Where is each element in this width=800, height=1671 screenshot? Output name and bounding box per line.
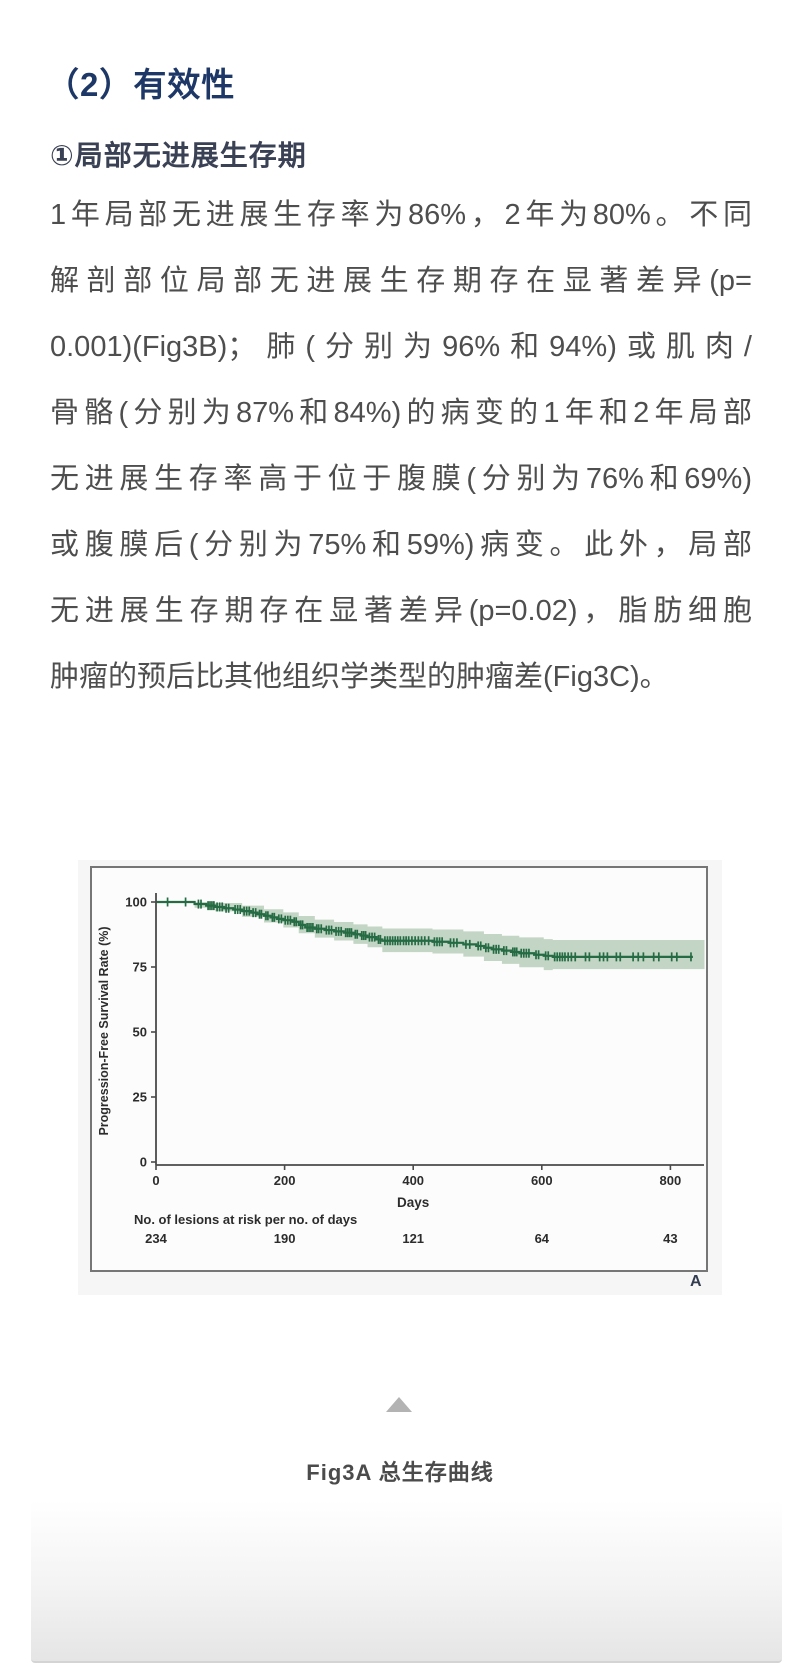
body-line: 或腹膜后(分别为75%和59%)病变。此外，局部	[50, 529, 752, 561]
risk-count: 190	[274, 1231, 296, 1246]
subsection-title: ①局部无进展生存期	[50, 140, 307, 171]
risk-count: 43	[663, 1231, 677, 1246]
body-paragraph: 1年局部无进展生存率为86%，2年为80%。不同 解剖部位局部无进展生存期存在显著…	[50, 182, 752, 710]
km-survival-chart: 0 25 50 75 100 0 200 400 600 800 Days Progression-F…	[97, 893, 705, 1246]
body-line: 骨骼(分别为87%和84%)的病变的1年和2年局部	[50, 397, 752, 429]
risk-table-header: No. of lesions at risk per no. of days	[134, 1212, 357, 1227]
body-line: 无进展生存期存在显著差异(p=0.02)，脂肪细胞	[50, 595, 752, 627]
collapse-arrow-up-icon[interactable]	[386, 1397, 412, 1412]
next-section-card-fade[interactable]	[31, 1500, 782, 1663]
x-axis-title: Days	[397, 1195, 429, 1210]
body-line: 肿瘤的预后比其他组织学类型的肿瘤差(Fig3C)。	[50, 661, 669, 693]
x-tick-label: 400	[402, 1173, 424, 1188]
x-tick-label: 600	[531, 1173, 553, 1188]
body-line: 无进展生存率高于位于腹膜(分别为76%和69%)	[50, 463, 752, 495]
y-axis-title: Progression-Free Survival Rate (%)	[97, 926, 111, 1135]
x-tick-label: 800	[660, 1173, 682, 1188]
panel-letter-label: A	[690, 1273, 702, 1290]
y-tick-label: 0	[140, 1155, 147, 1170]
body-line: 1年局部无进展生存率为86%，2年为80%。不同	[50, 199, 752, 231]
section-title: （2）有效性	[46, 66, 236, 103]
risk-count: 64	[535, 1231, 550, 1246]
km-chart-frame: 0 25 50 75 100 0 200 400 600 800 Days Progression-F…	[90, 866, 708, 1272]
risk-count: 234	[145, 1231, 167, 1246]
x-tick-label: 0	[152, 1173, 159, 1188]
body-line: 0.001)(Fig3B)；肺(分别为96%和94%)或肌肉/	[50, 331, 752, 363]
y-tick-label: 100	[125, 895, 147, 910]
y-tick-label: 50	[133, 1025, 147, 1040]
y-tick-label: 25	[133, 1090, 147, 1105]
figure-caption: Fig3A 总生存曲线	[306, 1460, 494, 1485]
x-tick-label: 200	[274, 1173, 296, 1188]
body-line: 解剖部位局部无进展生存期存在显著差异(p=	[50, 265, 752, 297]
confidence-band	[194, 902, 705, 971]
risk-count: 121	[402, 1231, 424, 1246]
y-tick-label: 75	[133, 960, 147, 975]
figure-km-panel: 0 25 50 75 100 0 200 400 600 800 Days Progression-F…	[78, 860, 722, 1295]
